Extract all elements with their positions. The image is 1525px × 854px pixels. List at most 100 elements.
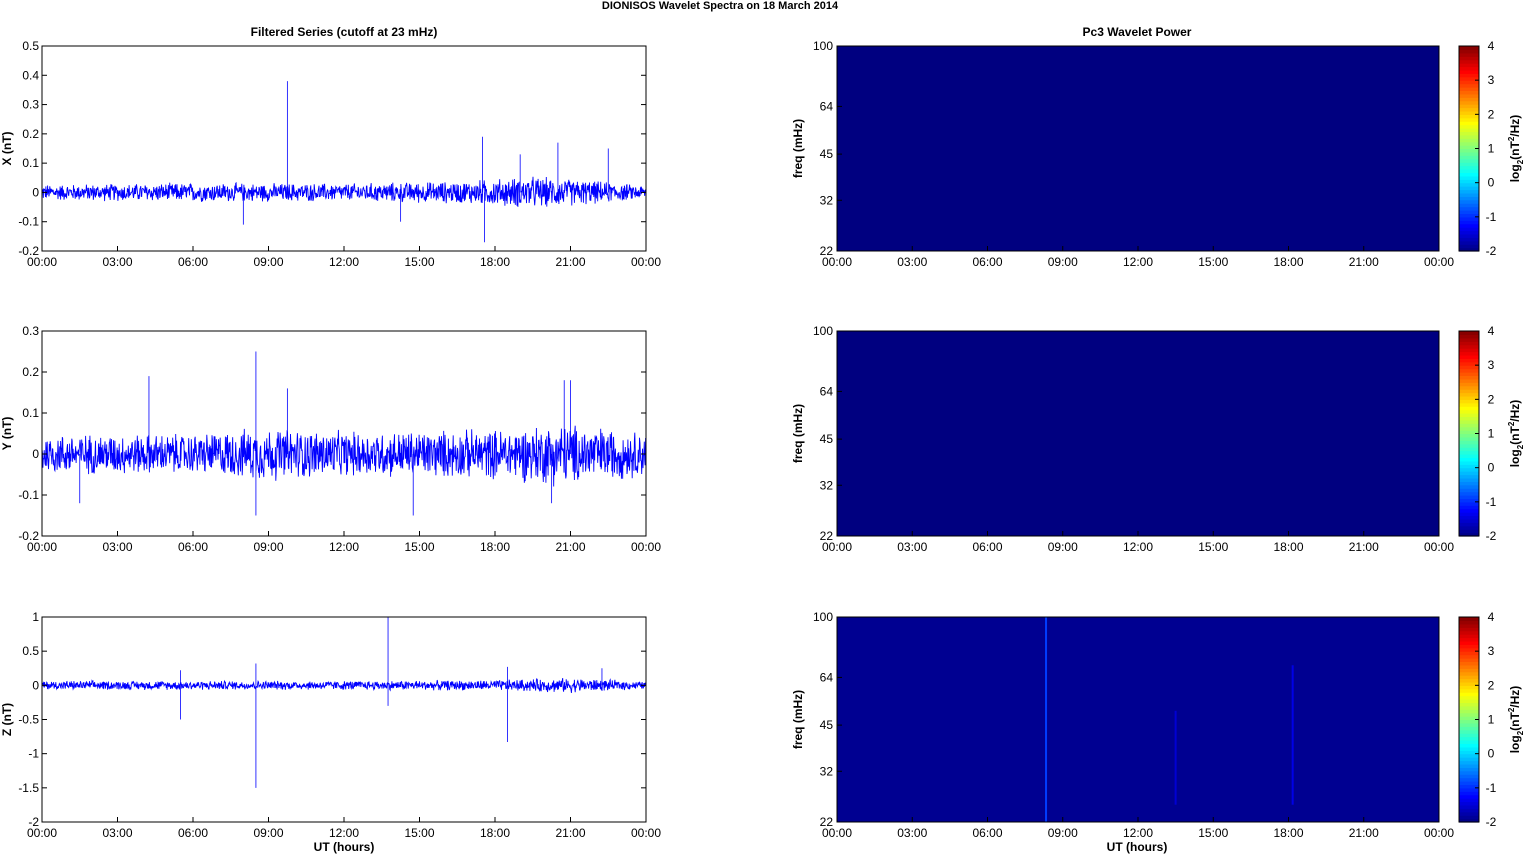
colorbar-swatch [1459, 818, 1479, 823]
colorbar-swatch [1459, 508, 1479, 513]
line-xtick-label: 03:00 [102, 255, 132, 269]
colorbar: -2 -1 0 1 2 3 4 log2(nT2/Hz) [1458, 610, 1525, 829]
colorbar: -2 -1 0 1 2 3 4 log2(nT2/Hz) [1458, 39, 1525, 258]
colorbar-swatch [1459, 351, 1479, 356]
colorbar-swatch [1459, 811, 1479, 816]
ytick-label: 0.3 [22, 324, 39, 338]
line-xtick-label: 18:00 [480, 826, 510, 840]
colorbar-swatch [1459, 753, 1479, 758]
colorbar-swatch [1459, 529, 1479, 534]
line-xtick-label: 09:00 [253, 540, 283, 554]
colorbar-tick-label: 4 [1488, 610, 1495, 624]
colorbar-tick-label: 4 [1488, 324, 1495, 338]
colorbar-swatch [1459, 471, 1479, 476]
colorbar-swatch [1459, 145, 1479, 150]
colorbar-swatch [1459, 695, 1479, 700]
line-xtick-label: 00:00 [27, 255, 57, 269]
colorbar-swatch [1459, 627, 1479, 632]
heat-xtick-label: 06:00 [972, 255, 1002, 269]
colorbar-swatch [1459, 808, 1479, 813]
colorbar-swatch [1459, 87, 1479, 92]
colorbar-swatch [1459, 192, 1479, 197]
colorbar-swatch [1459, 93, 1479, 98]
ytick-label: 0.2 [22, 365, 39, 379]
line-xtick-label: 12:00 [329, 826, 359, 840]
ytick-label: -1 [28, 747, 39, 761]
series-line-x [41, 176, 647, 207]
ytick-label: 64 [820, 670, 834, 684]
colorbar-swatch [1459, 354, 1479, 359]
colorbar-swatch [1459, 128, 1479, 133]
colorbar-swatch [1459, 760, 1479, 765]
colorbar-swatch [1459, 774, 1479, 779]
line-xtick-label: 09:00 [253, 826, 283, 840]
colorbar-swatch [1459, 488, 1479, 493]
colorbar-swatch [1459, 736, 1479, 741]
colorbar-swatch [1459, 716, 1479, 721]
heat-xtick-label: 00:00 [1424, 540, 1454, 554]
heat-xtick-label: 03:00 [897, 540, 927, 554]
colorbar-swatch [1459, 344, 1479, 349]
colorbar-swatch [1459, 361, 1479, 366]
colorbar-swatch [1459, 620, 1479, 625]
colorbar-swatch [1459, 334, 1479, 339]
line-xtick-label: 15:00 [404, 540, 434, 554]
colorbar-swatch [1459, 182, 1479, 187]
colorbar-tick-label: 2 [1488, 107, 1495, 121]
line-xtick-label: 00:00 [27, 826, 57, 840]
colorbar-swatch [1459, 495, 1479, 500]
ytick-label: -1.5 [18, 781, 39, 795]
colorbar-swatch [1459, 240, 1479, 245]
colorbar-swatch [1459, 733, 1479, 738]
ytick-label: 32 [820, 764, 834, 778]
ytick-label: 45 [820, 718, 834, 732]
colorbar-swatch [1459, 436, 1479, 441]
colorbar-swatch [1459, 389, 1479, 394]
colorbar-swatch [1459, 155, 1479, 160]
colorbar-swatch [1459, 474, 1479, 479]
colorbar-swatch [1459, 186, 1479, 191]
heat-xtick-label: 00:00 [822, 255, 852, 269]
heatmap-stripe [1045, 617, 1048, 822]
colorbar: -2 -1 0 1 2 3 4 log2(nT2/Hz) [1458, 324, 1525, 543]
colorbar-swatch [1459, 430, 1479, 435]
colorbar-swatch [1459, 372, 1479, 377]
colorbar-swatch [1459, 692, 1479, 697]
colorbar-swatch [1459, 83, 1479, 88]
colorbar-swatch [1459, 59, 1479, 64]
colorbar-swatch [1459, 104, 1479, 109]
ytick-label: 45 [820, 432, 834, 446]
colorbar-tick-label: 2 [1488, 678, 1495, 692]
colorbar-swatch [1459, 151, 1479, 156]
heat-xtick-label: 21:00 [1349, 826, 1379, 840]
colorbar-swatch [1459, 162, 1479, 167]
y-axis-label: freq (mHz) [791, 404, 805, 463]
colorbar-swatch [1459, 712, 1479, 717]
colorbar-swatch [1459, 406, 1479, 411]
line-xtick-label: 12:00 [329, 255, 359, 269]
colorbar-swatch [1459, 131, 1479, 136]
colorbar-swatch [1459, 477, 1479, 482]
colorbar-swatch [1459, 668, 1479, 673]
heat-xtick-label: 12:00 [1123, 255, 1153, 269]
colorbar-swatch [1459, 141, 1479, 146]
y-axis-label: Z (nT) [0, 703, 14, 736]
ytick-label: 22 [820, 244, 834, 258]
colorbar-swatch [1459, 815, 1479, 820]
ytick-label: 0.3 [22, 98, 39, 112]
colorbar-swatch [1459, 491, 1479, 496]
heat-xtick-label: 06:00 [972, 540, 1002, 554]
line-xtick-label: 00:00 [631, 540, 661, 554]
heatmap-stripe [1174, 710, 1177, 805]
colorbar-swatch [1459, 378, 1479, 383]
colorbar-swatch [1459, 640, 1479, 645]
heat-xtick-label: 09:00 [1048, 255, 1078, 269]
colorbar-swatch [1459, 784, 1479, 789]
colorbar-swatch [1459, 73, 1479, 78]
ytick-label: 22 [820, 529, 834, 543]
heat-xtick-label: 12:00 [1123, 826, 1153, 840]
colorbar-swatch [1459, 709, 1479, 714]
colorbar-swatch [1459, 175, 1479, 180]
colorbar-swatch [1459, 395, 1479, 400]
left-x-axis-label: UT (hours) [314, 840, 375, 854]
